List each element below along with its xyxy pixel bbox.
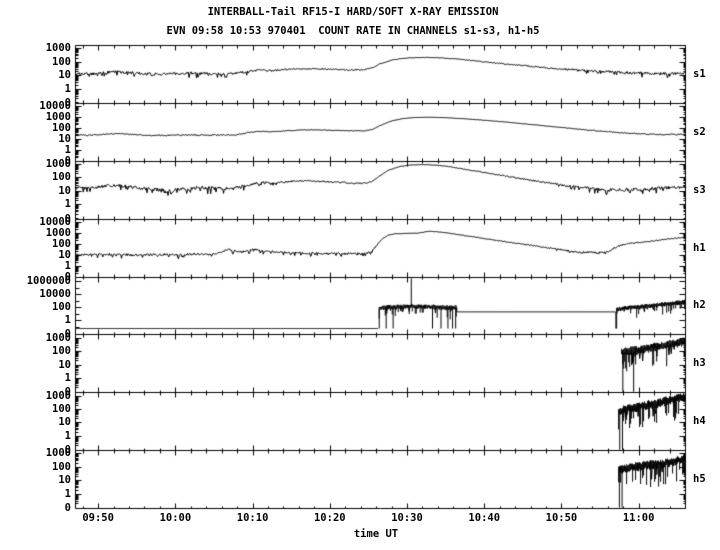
x-tick-label-11:00: 11:00	[622, 512, 655, 524]
y-tick-label-h1-10: 10	[58, 248, 71, 261]
y-tick-label-h1-0: 0	[64, 270, 71, 283]
y-tick-label-h5-1: 1	[64, 487, 71, 500]
y-tick-label-s3-1: 1	[64, 198, 71, 211]
y-tick-label-h1-100: 100	[52, 237, 71, 250]
y-tick-label-h3-1000: 1000	[45, 331, 71, 344]
y-tick-label-h4-1: 1	[64, 429, 71, 442]
y-tick-label-s1-100: 100	[52, 55, 71, 68]
y-tick-label-h2-1000000: 1000000	[26, 274, 71, 287]
y-tick-label-s1-1: 1	[64, 82, 71, 95]
x-tick-label-10:10: 10:10	[236, 512, 269, 524]
y-tick-label-s3-1000: 1000	[45, 158, 71, 171]
plot-title: INTERBALL-Tail RF15-I HARD/SOFT X-RAY EM…	[207, 6, 499, 18]
y-tick-label-h3-10: 10	[58, 358, 71, 371]
y-tick-label-h3-1: 1	[64, 371, 71, 384]
channel-label-h1: h1	[693, 241, 706, 254]
y-tick-label-s3-10: 10	[58, 184, 71, 197]
channel-label-h5: h5	[693, 473, 706, 486]
x-tick-label-10:00: 10:00	[159, 512, 192, 524]
y-tick-label-h5-100: 100	[52, 460, 71, 473]
y-tick-label-s1-0: 0	[64, 96, 71, 109]
y-tick-label-s2-1: 1	[64, 143, 71, 156]
x-tick-label-10:40: 10:40	[468, 512, 501, 524]
y-tick-label-s1-10: 10	[58, 69, 71, 82]
plot-subtitle: EVN 09:58 10:53 970401 COUNT RATE IN CHA…	[166, 25, 540, 37]
y-tick-label-s1-1000: 1000	[45, 42, 71, 55]
y-tick-label-h5-0: 0	[64, 502, 71, 514]
x-tick-label-10:20: 10:20	[313, 512, 346, 524]
y-tick-label-h1-10000: 10000	[39, 215, 71, 228]
y-tick-label-h1-1: 1	[64, 259, 71, 272]
y-tick-label-s2-10: 10	[58, 132, 71, 145]
y-tick-label-h2-10000: 10000	[39, 288, 71, 300]
channel-label-h4: h4	[693, 415, 706, 428]
y-tick-label-h4-0: 0	[64, 444, 71, 457]
y-tick-label-s3-100: 100	[52, 171, 71, 184]
y-tick-label-h4-10: 10	[58, 416, 71, 429]
y-tick-label-h2-100: 100	[52, 301, 71, 314]
channel-label-h2: h2	[693, 299, 706, 312]
channel-label-s2: s2	[693, 125, 706, 138]
x-tick-label-10:50: 10:50	[545, 512, 578, 524]
channel-label-h3: h3	[693, 357, 706, 370]
x-tick-label-09:50: 09:50	[82, 512, 114, 524]
y-tick-label-s2-0: 0	[64, 154, 71, 167]
y-tick-label-h5-1000: 1000	[45, 447, 71, 460]
y-tick-label-h3-100: 100	[52, 345, 71, 358]
y-tick-label-h3-0: 0	[64, 386, 71, 399]
y-tick-label-h4-1000: 1000	[45, 389, 71, 402]
channel-label-s1: s1	[693, 67, 706, 80]
y-tick-label-s3-0: 0	[64, 212, 71, 225]
channel-label-s3: s3	[693, 183, 706, 196]
y-tick-label-h1-1000: 1000	[45, 226, 71, 239]
y-tick-label-h4-100: 100	[52, 402, 71, 415]
x-tick-label-10:30: 10:30	[391, 512, 423, 524]
y-tick-label-s2-10000: 10000	[39, 99, 71, 112]
y-tick-label-h2-0: 0	[64, 328, 71, 341]
y-tick-label-s2-1000: 1000	[45, 110, 71, 123]
y-tick-label-s2-100: 100	[52, 121, 71, 134]
y-tick-label-h5-10: 10	[58, 474, 71, 487]
x-axis-label: time UT	[353, 528, 399, 540]
y-tick-label-h2-1: 1	[64, 314, 71, 327]
